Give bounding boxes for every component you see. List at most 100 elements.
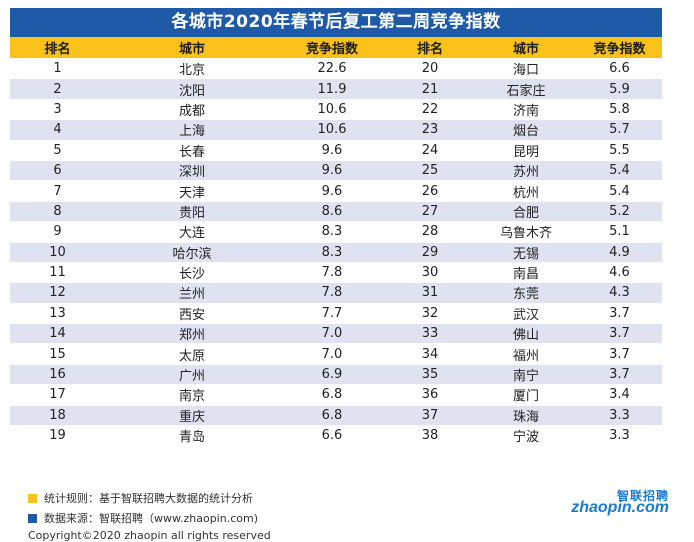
cell-city-right: 乌鲁木齐 [475, 221, 577, 243]
cell-rank-right: 24 [385, 140, 475, 161]
cell-index-right: 3.3 [577, 405, 662, 427]
table-row: 13 西安 7.7 32 武汉 3.7 [10, 303, 662, 325]
cell-rank-left: 11 [10, 262, 105, 284]
cell-city-right: 厦门 [475, 384, 577, 406]
logo-english-text: zhaopin.com [571, 499, 669, 516]
cell-index-right: 3.4 [577, 384, 662, 406]
note-source-text: 数据来源：智联招聘（www.zhaopin.com) [44, 512, 258, 525]
cell-index-right: 4.9 [577, 242, 662, 263]
cell-city-right: 无锡 [475, 242, 577, 263]
header-rank-left: 排名 [10, 37, 105, 59]
cell-index-right: 5.8 [577, 99, 662, 121]
table-row: 15 太原 7.0 34 福州 3.7 [10, 343, 662, 365]
header-rank-right: 排名 [385, 37, 475, 59]
cell-rank-right: 37 [385, 405, 475, 427]
cell-city-left: 天津 [105, 180, 279, 202]
cell-index-right: 6.6 [577, 58, 662, 80]
cell-city-left: 贵阳 [105, 201, 279, 223]
cell-city-right: 昆明 [475, 140, 577, 161]
cell-city-right: 济南 [475, 99, 577, 121]
cell-city-right: 南昌 [475, 262, 577, 284]
cell-city-right: 烟台 [475, 119, 577, 141]
cell-index-left: 7.7 [279, 303, 385, 325]
cell-index-left: 8.3 [279, 242, 385, 263]
cell-rank-left: 10 [10, 242, 105, 263]
cell-rank-left: 6 [10, 160, 105, 182]
cell-index-right: 3.7 [577, 323, 662, 345]
table-row: 11 长沙 7.8 30 南昌 4.6 [10, 262, 662, 284]
cell-city-left: 郑州 [105, 323, 279, 345]
cell-index-left: 10.6 [279, 119, 385, 141]
table-header-row: 排名 城市 竞争指数 排名 城市 竞争指数 [10, 37, 662, 59]
cell-city-left: 南京 [105, 384, 279, 406]
cell-city-right: 宁波 [475, 425, 577, 447]
cell-city-left: 太原 [105, 343, 279, 365]
cell-city-right: 福州 [475, 343, 577, 365]
cell-rank-right: 29 [385, 242, 475, 263]
copyright: Copyright©2020 zhaopin all rights reserv… [28, 529, 271, 542]
cell-index-left: 8.3 [279, 221, 385, 243]
cell-city-right: 南宁 [475, 364, 577, 386]
cell-index-left: 6.8 [279, 384, 385, 406]
cell-index-left: 7.0 [279, 343, 385, 365]
cell-index-right: 5.9 [577, 78, 662, 100]
table-row: 14 郑州 7.0 33 佛山 3.7 [10, 323, 662, 345]
cell-index-left: 9.6 [279, 140, 385, 161]
cell-index-right: 3.3 [577, 425, 662, 447]
cell-city-left: 深圳 [105, 160, 279, 182]
cell-city-right: 武汉 [475, 303, 577, 325]
table-row: 10 哈尔滨 8.3 29 无锡 4.9 [10, 242, 662, 263]
cell-rank-left: 8 [10, 201, 105, 223]
cell-city-right: 海口 [475, 58, 577, 80]
cell-city-left: 重庆 [105, 405, 279, 427]
cell-rank-right: 36 [385, 384, 475, 406]
cell-index-left: 6.6 [279, 425, 385, 447]
header-index-right: 竞争指数 [577, 37, 662, 59]
cell-rank-right: 31 [385, 282, 475, 304]
cell-city-left: 广州 [105, 364, 279, 386]
note-rule-text: 统计规则：基于智联招聘大数据的统计分析 [44, 492, 253, 505]
footer: 统计规则：基于智联招聘大数据的统计分析 数据来源：智联招聘（www.zhaopi… [10, 487, 680, 542]
table-row: 12 兰州 7.8 31 东莞 4.3 [10, 282, 662, 304]
cell-city-left: 北京 [105, 58, 279, 80]
cell-rank-left: 1 [10, 58, 105, 80]
cell-rank-right: 26 [385, 180, 475, 202]
header-city-right: 城市 [475, 37, 577, 59]
cell-index-right: 5.1 [577, 221, 662, 243]
cell-city-left: 青岛 [105, 425, 279, 447]
cell-city-right: 珠海 [475, 405, 577, 427]
cell-city-left: 长春 [105, 140, 279, 161]
table-row: 19 青岛 6.6 38 宁波 3.3 [10, 425, 662, 447]
cell-index-left: 7.8 [279, 262, 385, 284]
table-row: 9 大连 8.3 28 乌鲁木齐 5.1 [10, 221, 662, 243]
table-row: 2 沈阳 11.9 21 石家庄 5.9 [10, 78, 662, 100]
table-row: 4 上海 10.6 23 烟台 5.7 [10, 119, 662, 141]
cell-rank-right: 27 [385, 201, 475, 223]
yellow-square-icon [28, 494, 37, 503]
table-row: 8 贵阳 8.6 27 合肥 5.2 [10, 201, 662, 223]
cell-city-left: 大连 [105, 221, 279, 243]
cell-index-left: 11.9 [279, 78, 385, 100]
cell-rank-left: 4 [10, 119, 105, 141]
cell-index-left: 10.6 [279, 99, 385, 121]
cell-city-left: 成都 [105, 99, 279, 121]
cell-rank-left: 19 [10, 425, 105, 447]
cell-rank-left: 5 [10, 140, 105, 161]
cell-rank-right: 38 [385, 425, 475, 447]
cell-index-left: 22.6 [279, 58, 385, 80]
cell-rank-right: 34 [385, 343, 475, 365]
cell-index-left: 7.0 [279, 323, 385, 345]
table-row: 7 天津 9.6 26 杭州 5.4 [10, 180, 662, 202]
table-row: 16 广州 6.9 35 南宁 3.7 [10, 364, 662, 386]
cell-city-right: 合肥 [475, 201, 577, 223]
cell-city-left: 沈阳 [105, 78, 279, 100]
cell-rank-right: 22 [385, 99, 475, 121]
cell-rank-left: 14 [10, 323, 105, 345]
cell-index-right: 5.4 [577, 160, 662, 182]
table-row: 3 成都 10.6 22 济南 5.8 [10, 99, 662, 121]
cell-city-left: 上海 [105, 119, 279, 141]
cell-index-left: 9.6 [279, 180, 385, 202]
cell-rank-left: 7 [10, 180, 105, 202]
cell-city-left: 哈尔滨 [105, 242, 279, 263]
table-body: 1 北京 22.6 20 海口 6.6 2 沈阳 11.9 21 石家庄 5.9 3 成都 10.6 22 济南… [10, 58, 662, 447]
